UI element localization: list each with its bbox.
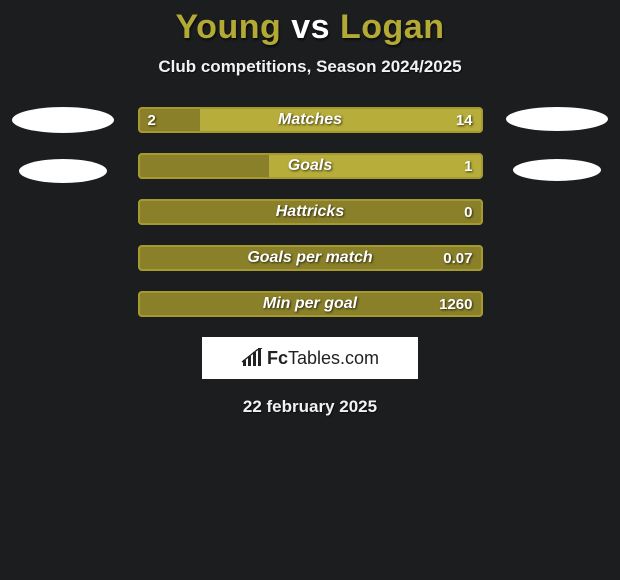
comparison-title: Young vs Logan: [0, 8, 620, 47]
player2-name: Logan: [340, 8, 444, 46]
avatar-ellipse: [19, 159, 107, 183]
avatar-ellipse: [513, 159, 601, 181]
stat-bar-row: 2Matches14: [138, 107, 483, 133]
logo-text: FcTables.com: [267, 348, 379, 369]
subtitle: Club competitions, Season 2024/2025: [0, 57, 620, 77]
bar-right-value: 1260: [439, 291, 472, 317]
bar-label: Min per goal: [138, 291, 483, 317]
vs-text: vs: [291, 8, 330, 46]
stat-bars: 2Matches14 Goals1 Hattricks0 Goals per matc…: [138, 107, 483, 317]
stat-bar-row: Goals1: [138, 153, 483, 179]
bar-right-value: 0.07: [443, 245, 472, 271]
bar-right-value: 1: [464, 153, 472, 179]
logo-suffix: Tables.com: [288, 348, 379, 368]
bar-chart-icon: [241, 348, 263, 368]
left-avatars: [8, 107, 118, 197]
stat-bar-row: Goals per match0.07: [138, 245, 483, 271]
right-avatars: [502, 107, 612, 197]
logo-prefix: Fc: [267, 348, 288, 368]
bar-label: Goals: [138, 153, 483, 179]
bar-label: Matches: [138, 107, 483, 133]
fctables-logo: FcTables.com: [202, 337, 418, 379]
bar-label: Hattricks: [138, 199, 483, 225]
player1-name: Young: [176, 8, 282, 46]
stat-bar-row: Hattricks0: [138, 199, 483, 225]
stat-bar-row: Min per goal1260: [138, 291, 483, 317]
date: 22 february 2025: [0, 397, 620, 417]
bar-right-value: 14: [456, 107, 473, 133]
bar-right-value: 0: [464, 199, 472, 225]
bar-label: Goals per match: [138, 245, 483, 271]
avatar-ellipse: [12, 107, 114, 133]
avatar-ellipse: [506, 107, 608, 131]
chart-area: 2Matches14 Goals1 Hattricks0 Goals per matc…: [0, 107, 620, 317]
